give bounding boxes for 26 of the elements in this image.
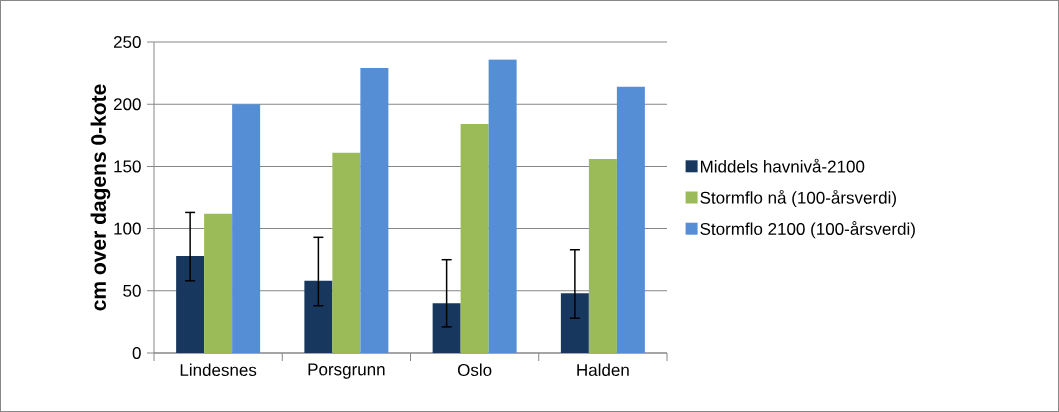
bar: [360, 68, 389, 353]
bar: [616, 86, 645, 353]
y-tick-label: 0: [132, 346, 141, 360]
bar: [204, 213, 233, 353]
y-tick-label: 250: [113, 35, 141, 49]
bar: [332, 152, 361, 353]
y-tick-label: 50: [123, 284, 141, 297]
bar: [460, 124, 489, 353]
bar: [488, 59, 517, 353]
bar: [432, 303, 461, 353]
y-axis-title: cm over dagens 0-kote: [90, 84, 111, 311]
x-tick-label: Oslo: [457, 363, 492, 377]
legend-label: Stormflo 2100 (100-årsverdi): [700, 221, 915, 239]
bar: [588, 158, 617, 353]
bar: [232, 104, 261, 353]
bar: [304, 280, 333, 353]
y-tick-label: 100: [114, 222, 141, 235]
legend-label: Stormflo nå (100-årsverdi): [700, 189, 896, 208]
y-tick-label: 200: [113, 98, 141, 111]
y-tick-label: 150: [114, 160, 141, 173]
legend-label: Middels havnivå-2100: [700, 158, 865, 173]
x-tick-label: Lindesnes: [180, 363, 257, 377]
x-tick-label: Porsgrunn: [308, 363, 385, 379]
x-tick-label: Halden: [577, 363, 629, 377]
bar: [560, 293, 589, 353]
bar: [176, 255, 205, 353]
